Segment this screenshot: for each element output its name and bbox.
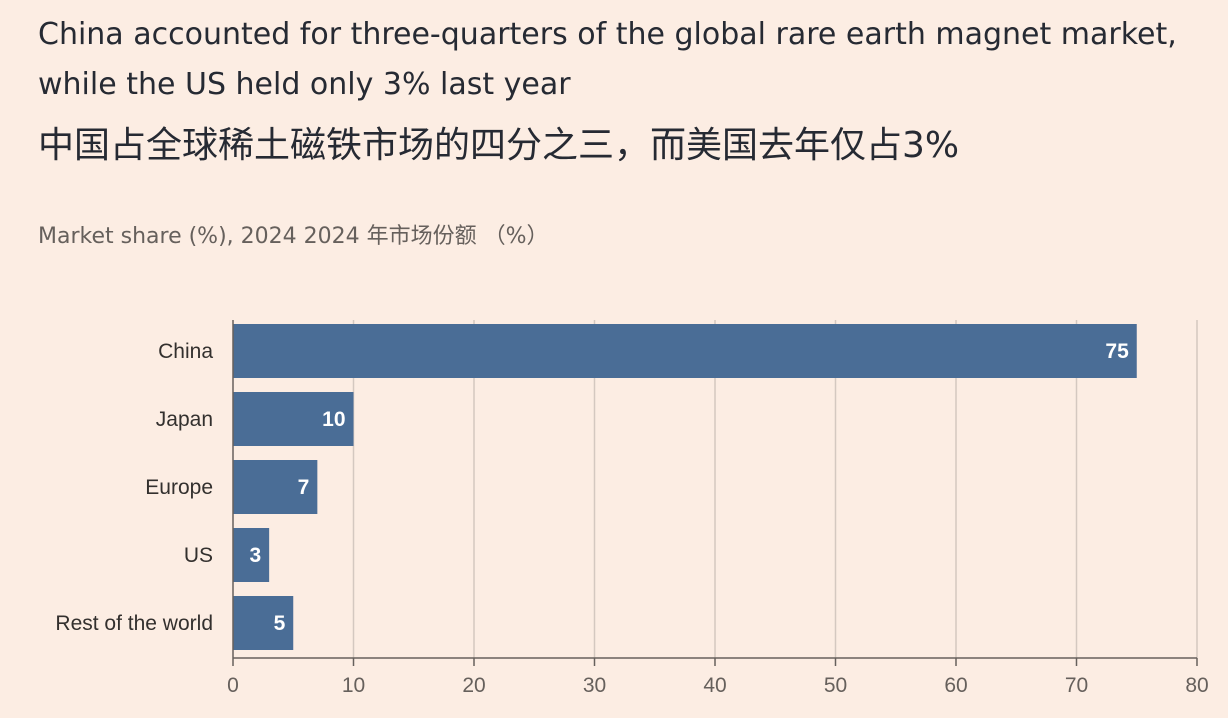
bar-us: [233, 528, 270, 582]
x-tick-label-40: 40: [703, 674, 726, 697]
category-label-europe: Europe: [145, 476, 213, 499]
x-axis: 0 10 20 30 40 50 60 70 80: [227, 320, 1209, 697]
chart-subtitle: Market share (%), 2024 2024 年市场份额 （%）: [38, 224, 549, 249]
value-label-china: 75: [1105, 340, 1129, 363]
value-label-us: 3: [249, 544, 261, 567]
x-tick-label-10: 10: [342, 674, 365, 697]
category-label-us: US: [184, 544, 213, 567]
value-label-japan: 10: [322, 408, 345, 431]
category-label-rest-of-the-world: Rest of the world: [55, 612, 213, 635]
value-label-europe: 7: [298, 476, 310, 499]
x-tick-label-20: 20: [462, 674, 485, 697]
category-label-japan: Japan: [156, 408, 213, 431]
chart-title-english: China accounted for three-quarters of th…: [38, 17, 1177, 102]
x-tick-label-70: 70: [1065, 674, 1088, 697]
value-label-rest-of-the-world: 5: [274, 612, 286, 635]
category-labels: China Japan Europe US Rest of the world: [55, 340, 213, 635]
bar-china: [233, 324, 1137, 378]
x-tick-label-80: 80: [1185, 674, 1208, 697]
bar-japan: [233, 392, 354, 446]
category-label-china: China: [158, 340, 213, 363]
x-tick-label-60: 60: [944, 674, 967, 697]
x-tick-label-50: 50: [824, 674, 847, 697]
x-tick-label-30: 30: [583, 674, 606, 697]
bars: [233, 324, 1137, 650]
value-labels: 75 10 7 3 5: [249, 340, 1129, 635]
bar-rest-of-the-world: [233, 596, 294, 650]
chart-title-chinese: 中国占全球稀土磁铁市场的四分之三，而美国去年仅占3%: [38, 125, 960, 166]
bar-europe: [233, 460, 318, 514]
x-tick-label-0: 0: [227, 674, 239, 697]
